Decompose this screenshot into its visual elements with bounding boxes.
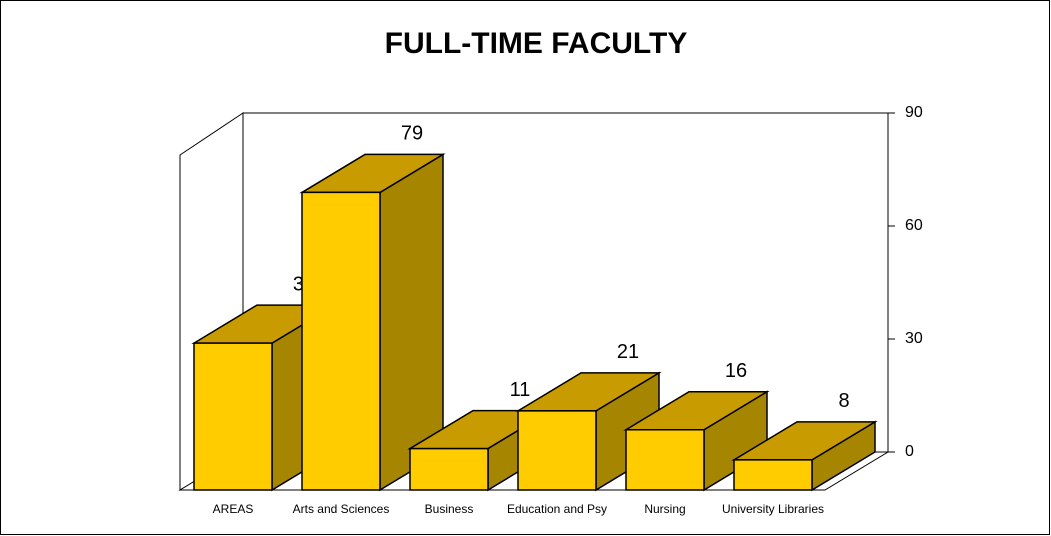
x-tick-label: University Libraries [722, 502, 824, 516]
y-tick-label: 60 [905, 217, 923, 234]
bar-front [193, 342, 273, 491]
bar-front [301, 191, 381, 491]
bar-front [733, 459, 813, 491]
bar-front [409, 447, 489, 491]
value-label: 21 [617, 341, 639, 363]
value-label: 8 [838, 390, 849, 412]
y-tick-label: 30 [905, 330, 923, 347]
bar [731, 420, 878, 492]
y-tick-label: 0 [905, 443, 914, 460]
bar-front [517, 410, 597, 491]
value-label: 79 [401, 123, 423, 145]
bar-front [625, 428, 705, 491]
value-label: 16 [725, 360, 747, 382]
x-tick-label: Nursing [644, 502, 685, 516]
value-label: 11 [510, 379, 531, 401]
x-tick-label: Arts and Sciences [293, 502, 390, 516]
x-tick-label: Business [425, 502, 474, 516]
y-tick-label: 90 [905, 104, 923, 121]
chart-title: FULL-TIME FACULTY [385, 27, 688, 60]
bar [299, 153, 446, 492]
bar [623, 390, 770, 492]
x-tick-label: Education and Psy [507, 502, 607, 516]
x-tick-label: AREAS [213, 502, 254, 516]
